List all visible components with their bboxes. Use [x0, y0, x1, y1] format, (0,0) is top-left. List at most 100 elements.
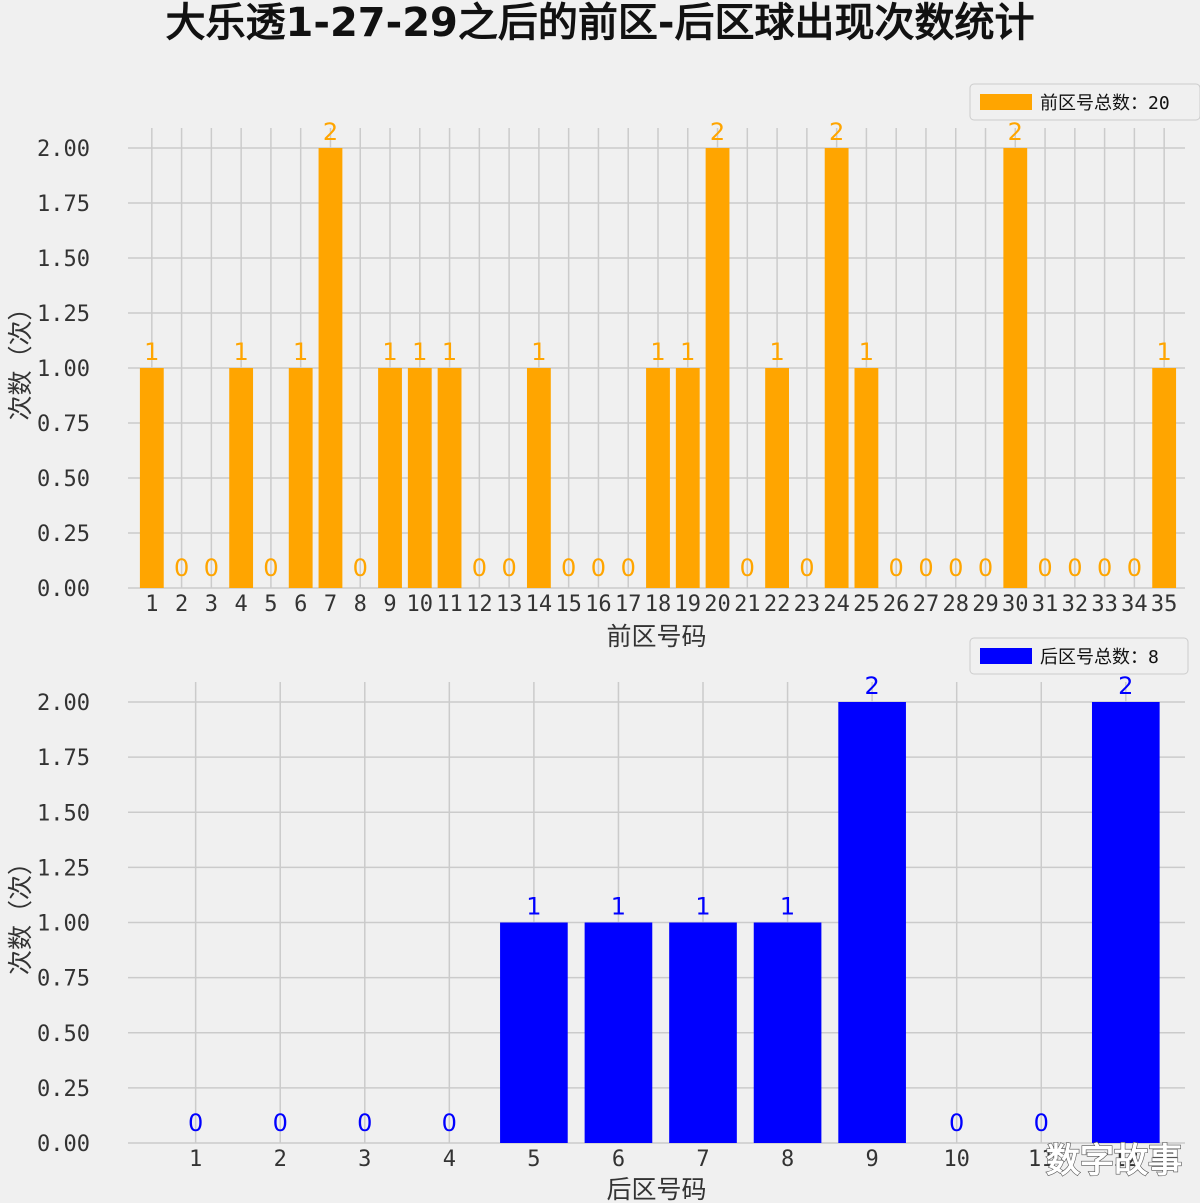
y-tick-label: 2.00: [37, 691, 90, 716]
y-tick-label: 1.00: [37, 357, 90, 382]
x-tick-label: 23: [794, 592, 821, 617]
x-axis-label: 前区号码: [606, 622, 706, 651]
bar-value-label: 1: [531, 338, 546, 366]
y-tick-label: 0.25: [37, 522, 90, 547]
y-tick-label: 0.75: [37, 967, 90, 992]
bar-value-label: 0: [1097, 554, 1112, 582]
bar-value-label: 0: [174, 554, 189, 582]
x-axis-label: 后区号码: [606, 1175, 706, 1203]
x-tick-label: 2: [274, 1147, 287, 1172]
bar-value-label: 0: [472, 554, 487, 582]
y-tick-label: 1.50: [37, 247, 90, 272]
bar-value-label: 0: [442, 1109, 457, 1137]
x-tick-label: 4: [443, 1147, 456, 1172]
x-tick-label: 15: [555, 592, 582, 617]
bar: [500, 922, 568, 1143]
bar-value-label: 1: [695, 893, 710, 921]
x-tick-label: 24: [823, 592, 850, 617]
x-tick-label: 8: [354, 592, 367, 617]
bar-value-label: 1: [382, 338, 397, 366]
bar: [437, 368, 462, 588]
bar: [584, 922, 653, 1143]
bar: [1152, 368, 1177, 588]
bar-value-label: 2: [864, 672, 879, 700]
x-tick-label: 12: [466, 592, 493, 617]
bar-value-label: 1: [144, 338, 159, 366]
x-tick-label: 31: [1032, 592, 1059, 617]
bar-value-label: 0: [918, 554, 933, 582]
x-tick-label: 1: [189, 1147, 202, 1172]
x-tick-label: 3: [358, 1147, 371, 1172]
legend-label: 后区号总数：8: [1040, 647, 1159, 668]
x-tick-label: 12: [1113, 1147, 1140, 1172]
x-tick-label: 2: [175, 592, 188, 617]
bar: [1091, 702, 1160, 1143]
x-tick-label: 21: [734, 592, 761, 617]
bar: [139, 368, 164, 588]
x-tick-label: 26: [883, 592, 910, 617]
bar-value-label: 0: [1034, 1109, 1049, 1137]
bar: [646, 368, 670, 588]
x-tick-label: 33: [1091, 592, 1118, 617]
x-tick-label: 16: [585, 592, 612, 617]
x-tick-label: 17: [615, 592, 642, 617]
x-tick-label: 5: [527, 1147, 540, 1172]
x-tick-label: 32: [1062, 592, 1089, 617]
bar-value-label: 1: [526, 893, 541, 921]
x-tick-label: 25: [853, 592, 880, 617]
x-tick-label: 8: [781, 1147, 794, 1172]
x-tick-label: 9: [866, 1147, 879, 1172]
legend-label: 前区号总数：20: [1040, 93, 1170, 114]
legend-swatch: [980, 648, 1032, 664]
bar-value-label: 2: [1118, 672, 1133, 700]
front-zone-chart: 0.000.250.500.751.001.251.501.752.001102…: [6, 83, 1200, 651]
y-tick-label: 0.75: [37, 412, 90, 437]
x-tick-label: 13: [496, 592, 523, 617]
y-tick-label: 1.75: [37, 746, 90, 771]
x-tick-label: 29: [972, 592, 999, 617]
bar-value-label: 0: [591, 554, 606, 582]
x-tick-label: 20: [704, 592, 731, 617]
x-tick-label: 5: [264, 592, 277, 617]
bar-value-label: 1: [293, 338, 308, 366]
bar-value-label: 0: [948, 554, 963, 582]
bar: [753, 922, 822, 1143]
bar: [765, 368, 789, 588]
bar-value-label: 0: [1067, 554, 1082, 582]
bar-value-label: 1: [680, 338, 695, 366]
bar-value-label: 1: [859, 338, 874, 366]
bar-value-label: 0: [740, 554, 755, 582]
x-tick-label: 18: [645, 592, 672, 617]
x-tick-label: 6: [612, 1147, 625, 1172]
x-tick-label: 35: [1151, 592, 1178, 617]
bar: [407, 368, 432, 588]
x-tick-label: 4: [235, 592, 248, 617]
x-tick-label: 34: [1121, 592, 1148, 617]
bar-value-label: 0: [561, 554, 576, 582]
x-tick-label: 6: [294, 592, 307, 617]
bar-value-label: 1: [611, 893, 626, 921]
y-tick-label: 0.50: [37, 467, 90, 492]
x-tick-label: 1: [145, 592, 158, 617]
x-tick-label: 9: [383, 592, 396, 617]
bar: [675, 368, 700, 588]
x-tick-label: 22: [764, 592, 791, 617]
y-tick-label: 1.50: [37, 801, 90, 826]
y-tick-label: 1.75: [37, 192, 90, 217]
y-axis-label: 次数（次）: [6, 295, 35, 420]
x-tick-label: 11: [1028, 1147, 1055, 1172]
bar-value-label: 0: [501, 554, 516, 582]
bar-value-label: 1: [442, 338, 457, 366]
x-tick-label: 14: [526, 592, 553, 617]
bar-value-label: 0: [799, 554, 814, 582]
x-tick-label: 10: [407, 592, 434, 617]
bar: [288, 368, 313, 588]
x-tick-label: 28: [942, 592, 969, 617]
bar-value-label: 1: [769, 338, 784, 366]
bar-value-label: 1: [1157, 338, 1172, 366]
bar: [1003, 148, 1028, 588]
y-axis-label: 次数（次）: [6, 850, 35, 975]
bar-value-label: 2: [710, 118, 725, 146]
page-title: 大乐透1-27-29之后的前区-后区球出现次数统计: [165, 0, 1035, 46]
